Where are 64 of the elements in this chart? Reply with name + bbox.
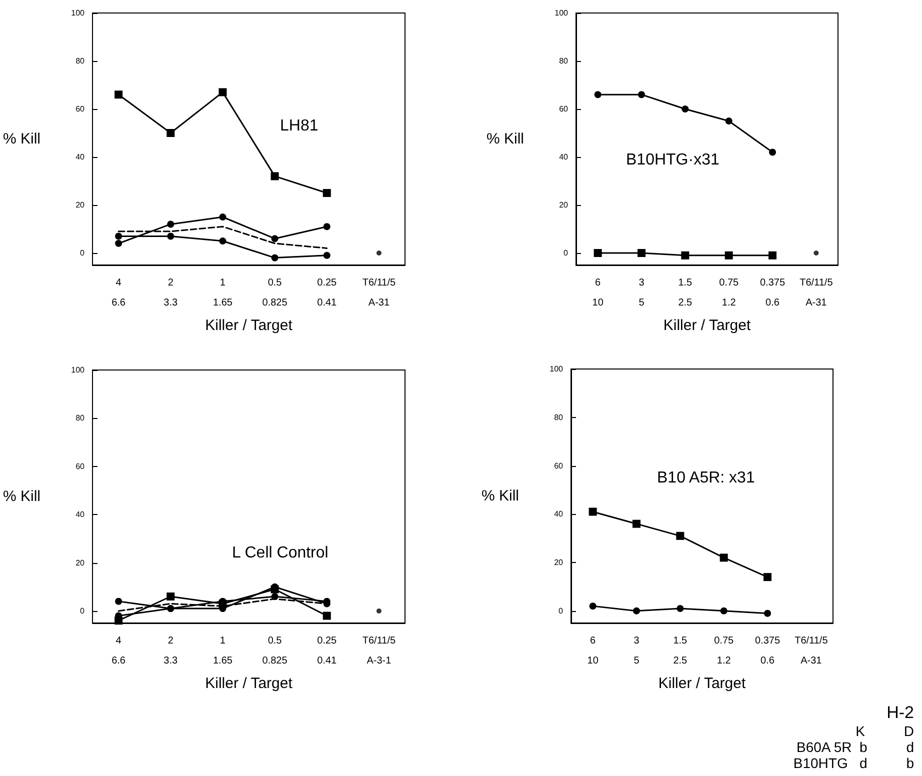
x-axis-title: Killer / Target	[658, 674, 746, 692]
y-tick-label: 100	[71, 366, 86, 374]
y-tick-label: 80	[559, 56, 569, 66]
x-tick-label: T6/11/5 A-3-1	[362, 636, 396, 666]
x-axis-title: Killer / Target	[663, 316, 752, 334]
text: B10 A5R: x31	[657, 470, 755, 486]
y-tick-label: 40	[554, 510, 564, 519]
x-tick-label: 0.375 0.6	[754, 636, 780, 666]
y-tick-label: 0	[558, 606, 564, 616]
text: H-2	[886, 703, 914, 722]
x-tick-label: 4 6.6	[112, 278, 126, 308]
text: B60A 5R b d	[796, 739, 914, 755]
y-axis-title: % Kill	[481, 488, 519, 504]
y-axis-title: % Kill	[2, 488, 41, 505]
x-tick-label: 0.75 1.2	[714, 636, 734, 666]
y-tick-label: 80	[76, 414, 86, 423]
y-tick-label: 0	[564, 248, 569, 258]
x-tick-label: T6/11/5 A-31	[794, 636, 828, 666]
x-tick-label: 1 1.65	[212, 278, 233, 308]
x-tick-label: 0.75 1.2	[719, 278, 739, 308]
y-axis-title: % Kill	[2, 130, 41, 148]
y-tick-label: 20	[76, 200, 86, 210]
y-tick-label: 0	[80, 248, 86, 258]
x-axis-title: Killer / Target	[205, 674, 294, 692]
y-tick-label: 40	[76, 510, 86, 520]
y-tick-label: 20	[554, 558, 564, 568]
x-tick-label: 1 1.65	[212, 636, 233, 666]
text: K D	[856, 723, 914, 739]
y-axis-title: % Kill	[486, 130, 524, 148]
text: L Cell Control	[232, 544, 328, 562]
x-axis-title: Killer / Target	[205, 316, 294, 334]
y-tick-label: 60	[76, 462, 86, 471]
x-tick-label: 3 5	[638, 278, 645, 308]
y-tick-label: 60	[559, 104, 569, 114]
y-tick-label: 60	[554, 461, 564, 470]
y-tick-label: 80	[554, 412, 564, 422]
y-tick-label: 20	[76, 558, 86, 568]
y-tick-label: 40	[559, 152, 569, 162]
text: B10HTG d b	[793, 755, 914, 771]
x-tick-label: T6/11/5 A-31	[362, 278, 396, 308]
x-tick-label: 6 10	[592, 278, 604, 308]
x-tick-label: 0.375 0.6	[760, 278, 786, 308]
y-tick-label: 100	[554, 8, 569, 18]
x-tick-label: T6/11/5 A-31	[800, 278, 834, 308]
x-tick-label: 0.25 0.41	[317, 278, 338, 308]
x-tick-label: 1.5 2.5	[673, 636, 688, 666]
x-tick-label: 4 6.6	[112, 636, 126, 666]
y-tick-label: 0	[80, 606, 86, 616]
x-tick-label: 2 3.3	[164, 278, 178, 308]
x-tick-label: 0.5 0.825	[262, 636, 288, 666]
x-tick-label: 6 10	[587, 636, 599, 666]
y-tick-label: 100	[550, 364, 564, 374]
y-tick-label: 100	[71, 8, 86, 18]
x-tick-label: 0.5 0.825	[262, 278, 288, 308]
x-tick-label: 0.25 0.41	[317, 636, 338, 666]
y-tick-label: 80	[76, 56, 86, 66]
y-tick-label: 40	[76, 152, 86, 162]
text: B10HTG·x31	[626, 152, 720, 168]
y-tick-label: 60	[76, 104, 86, 114]
x-tick-label: 1.5 2.5	[678, 278, 693, 308]
text: LH81	[280, 118, 318, 134]
y-tick-label: 20	[559, 200, 569, 210]
x-tick-label: 2 3.3	[164, 636, 178, 666]
x-tick-label: 3 5	[634, 636, 640, 666]
